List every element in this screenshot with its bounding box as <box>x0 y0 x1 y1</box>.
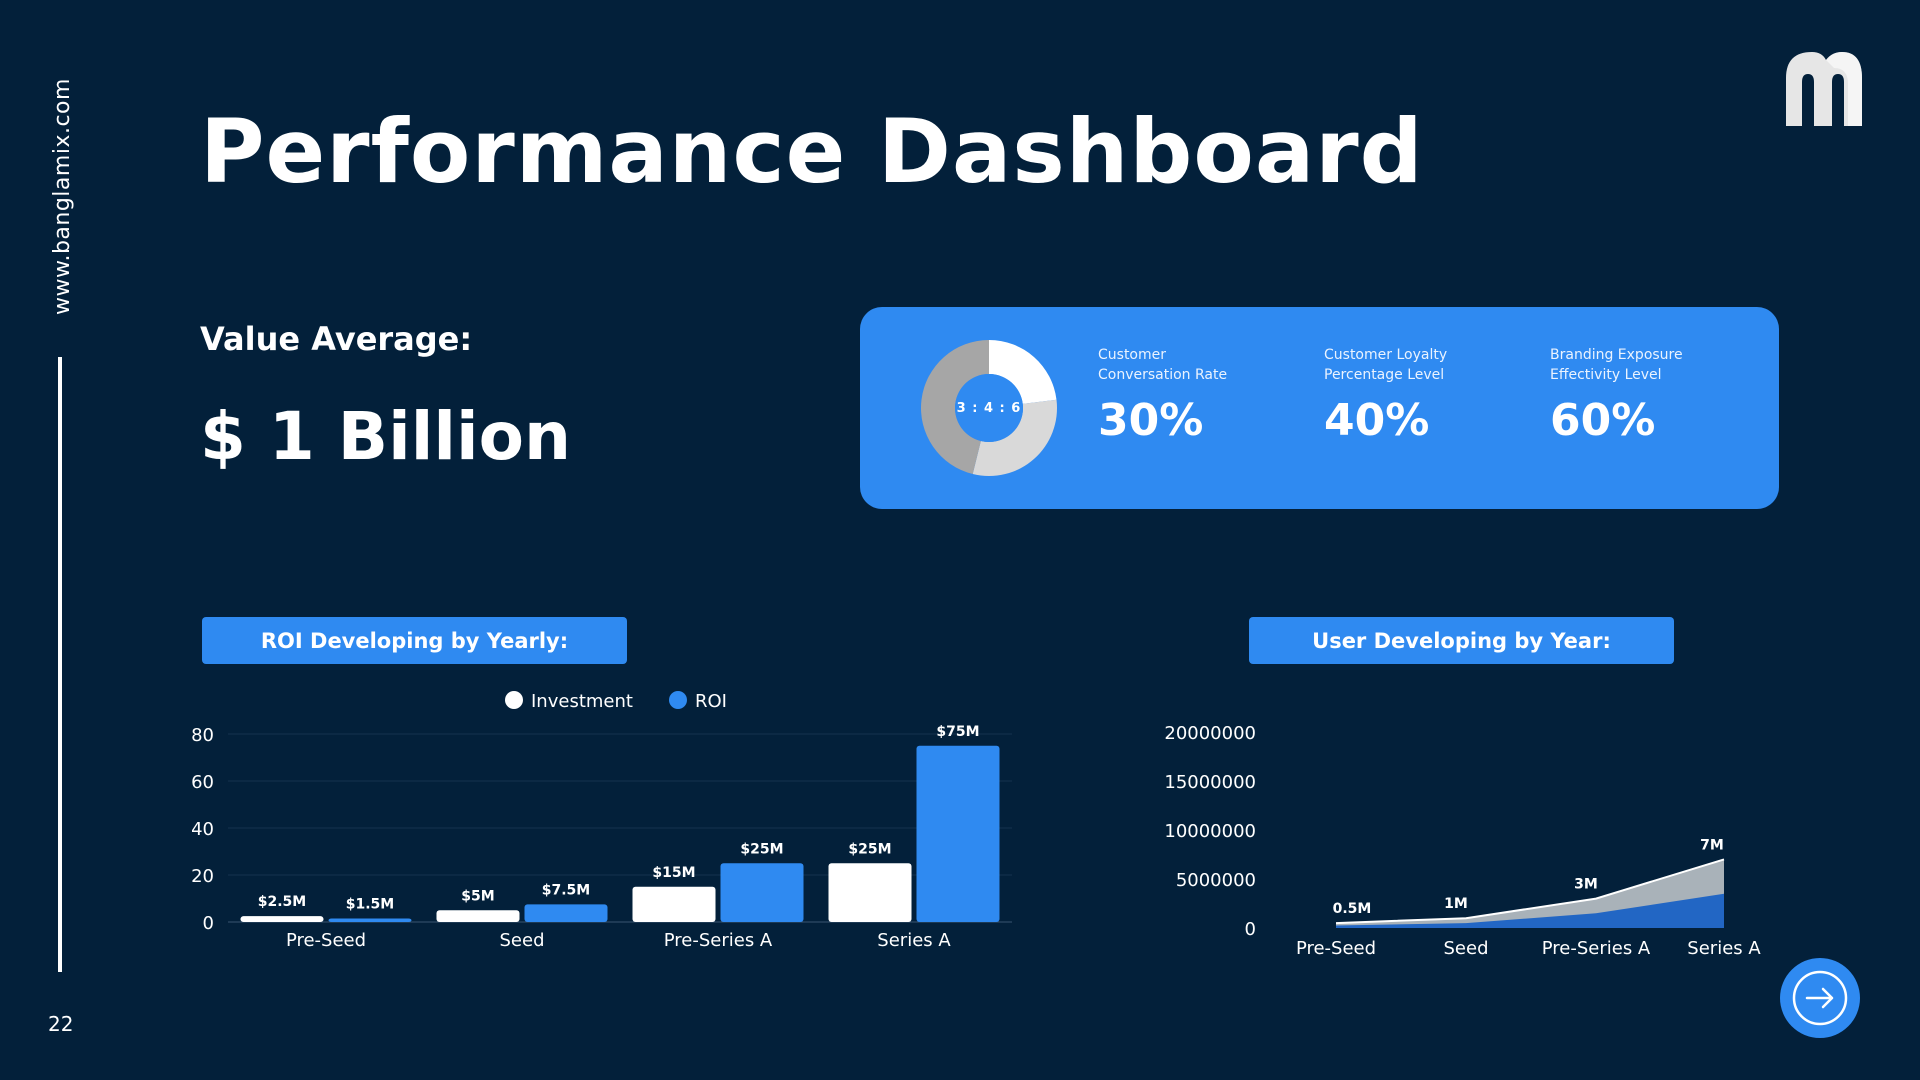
donut-slice <box>989 340 1057 404</box>
donut-slice <box>972 399 1057 476</box>
arrow-right-icon <box>1792 970 1848 1026</box>
kpi-branding-level: Branding Exposure Effectivity Level 60% <box>1550 345 1750 446</box>
y-tick-label: 5000000 <box>1176 870 1256 891</box>
x-tick-label: Series A <box>877 930 951 951</box>
area-data-label: 3M <box>1574 877 1598 893</box>
bar <box>916 745 1000 922</box>
roi-bar-chart: 0 20 40 60 80 Investment ROI $2.5M $1.5M Pre-Seed… <box>191 691 1012 951</box>
user-section-header: User Developing by Year: <box>1249 617 1674 664</box>
m-logo-icon <box>1786 52 1862 126</box>
bar-data-label: $75M <box>936 724 979 740</box>
bar-data-label: $25M <box>740 841 783 857</box>
page-title: Performance Dashboard <box>200 100 1424 203</box>
value-average-amount: $ 1 Billion <box>200 398 571 475</box>
bar-data-label: $25M <box>848 841 891 857</box>
kpi-label: Customer Loyalty Percentage Level <box>1324 345 1524 391</box>
kpi-loyalty-level: Customer Loyalty Percentage Level 40% <box>1324 345 1524 446</box>
x-tick-label: Seed <box>500 930 545 951</box>
y-tick-label: 20 <box>191 866 214 887</box>
area-series-upper <box>1336 859 1724 928</box>
bar <box>828 863 912 922</box>
legend-label: ROI <box>695 691 727 712</box>
y-tick-label: 10000000 <box>1164 821 1256 842</box>
y-tick-label: 20000000 <box>1164 723 1256 744</box>
page-number: 22 <box>48 1012 74 1036</box>
value-average-label: Value Average: <box>200 320 473 358</box>
y-tick-label: 40 <box>191 819 214 840</box>
bar-data-label: $1.5M <box>346 896 394 912</box>
sidebar-divider <box>58 357 62 972</box>
kpi-label-line: Branding Exposure <box>1550 347 1683 363</box>
x-tick-label: Pre-Seed <box>1296 938 1376 959</box>
bar <box>240 916 324 922</box>
ratio-donut-chart <box>921 340 1057 476</box>
area-top-line <box>1335 858 1725 925</box>
y-tick-label: 15000000 <box>1164 772 1256 793</box>
legend-label: Investment <box>531 691 633 712</box>
x-tick-label: Seed <box>1444 938 1489 959</box>
kpi-label: Branding Exposure Effectivity Level <box>1550 345 1750 391</box>
kpi-label-line: Effectivity Level <box>1550 367 1662 383</box>
area-data-label: 0.5M <box>1333 901 1372 917</box>
area-series-lower <box>1336 893 1724 928</box>
donut-hole <box>955 374 1023 442</box>
x-tick-label: Series A <box>1687 938 1761 959</box>
donut-slice <box>921 340 989 475</box>
kpi-label-line: Conversation Rate <box>1098 367 1228 383</box>
kpi-label-line: Customer <box>1098 347 1167 363</box>
bar-data-label: $7.5M <box>542 882 590 898</box>
ratio-label: 3 : 4 : 6 <box>956 400 1022 416</box>
x-tick-label: Pre-Series A <box>664 930 773 951</box>
x-tick-label: Pre-Seed <box>286 930 366 951</box>
kpi-value: 60% <box>1550 395 1656 446</box>
roi-section-header: ROI Developing by Yearly: <box>202 617 627 664</box>
x-tick-label: Pre-Series A <box>1542 938 1651 959</box>
bar <box>328 918 412 922</box>
y-tick-label: 60 <box>191 772 214 793</box>
y-tick-label: 80 <box>191 725 214 746</box>
area-data-label: 7M <box>1700 837 1724 853</box>
legend-marker <box>669 691 687 709</box>
kpi-value: 40% <box>1324 395 1430 446</box>
bar <box>524 904 608 922</box>
legend-marker <box>505 691 523 709</box>
bar-data-label: $15M <box>652 865 695 881</box>
kpi-card: 3 : 4 : 6 Customer Conversation Rate 30%… <box>860 307 1779 509</box>
bar-data-label: $5M <box>461 888 494 904</box>
kpi-label-line: Customer Loyalty <box>1324 347 1448 363</box>
area-data-label: 1M <box>1444 896 1468 912</box>
bar <box>720 863 804 922</box>
kpi-conversion-rate: Customer Conversation Rate 30% <box>1098 345 1298 446</box>
kpi-value: 30% <box>1098 395 1204 446</box>
bar-data-label: $2.5M <box>258 894 306 910</box>
bar <box>436 910 520 922</box>
kpi-label: Customer Conversation Rate <box>1098 345 1298 391</box>
kpi-label-line: Percentage Level <box>1324 367 1445 383</box>
next-slide-button[interactable] <box>1780 958 1860 1038</box>
y-tick-label: 0 <box>203 913 214 934</box>
bar <box>632 886 716 922</box>
y-tick-label: 0 <box>1245 919 1256 940</box>
